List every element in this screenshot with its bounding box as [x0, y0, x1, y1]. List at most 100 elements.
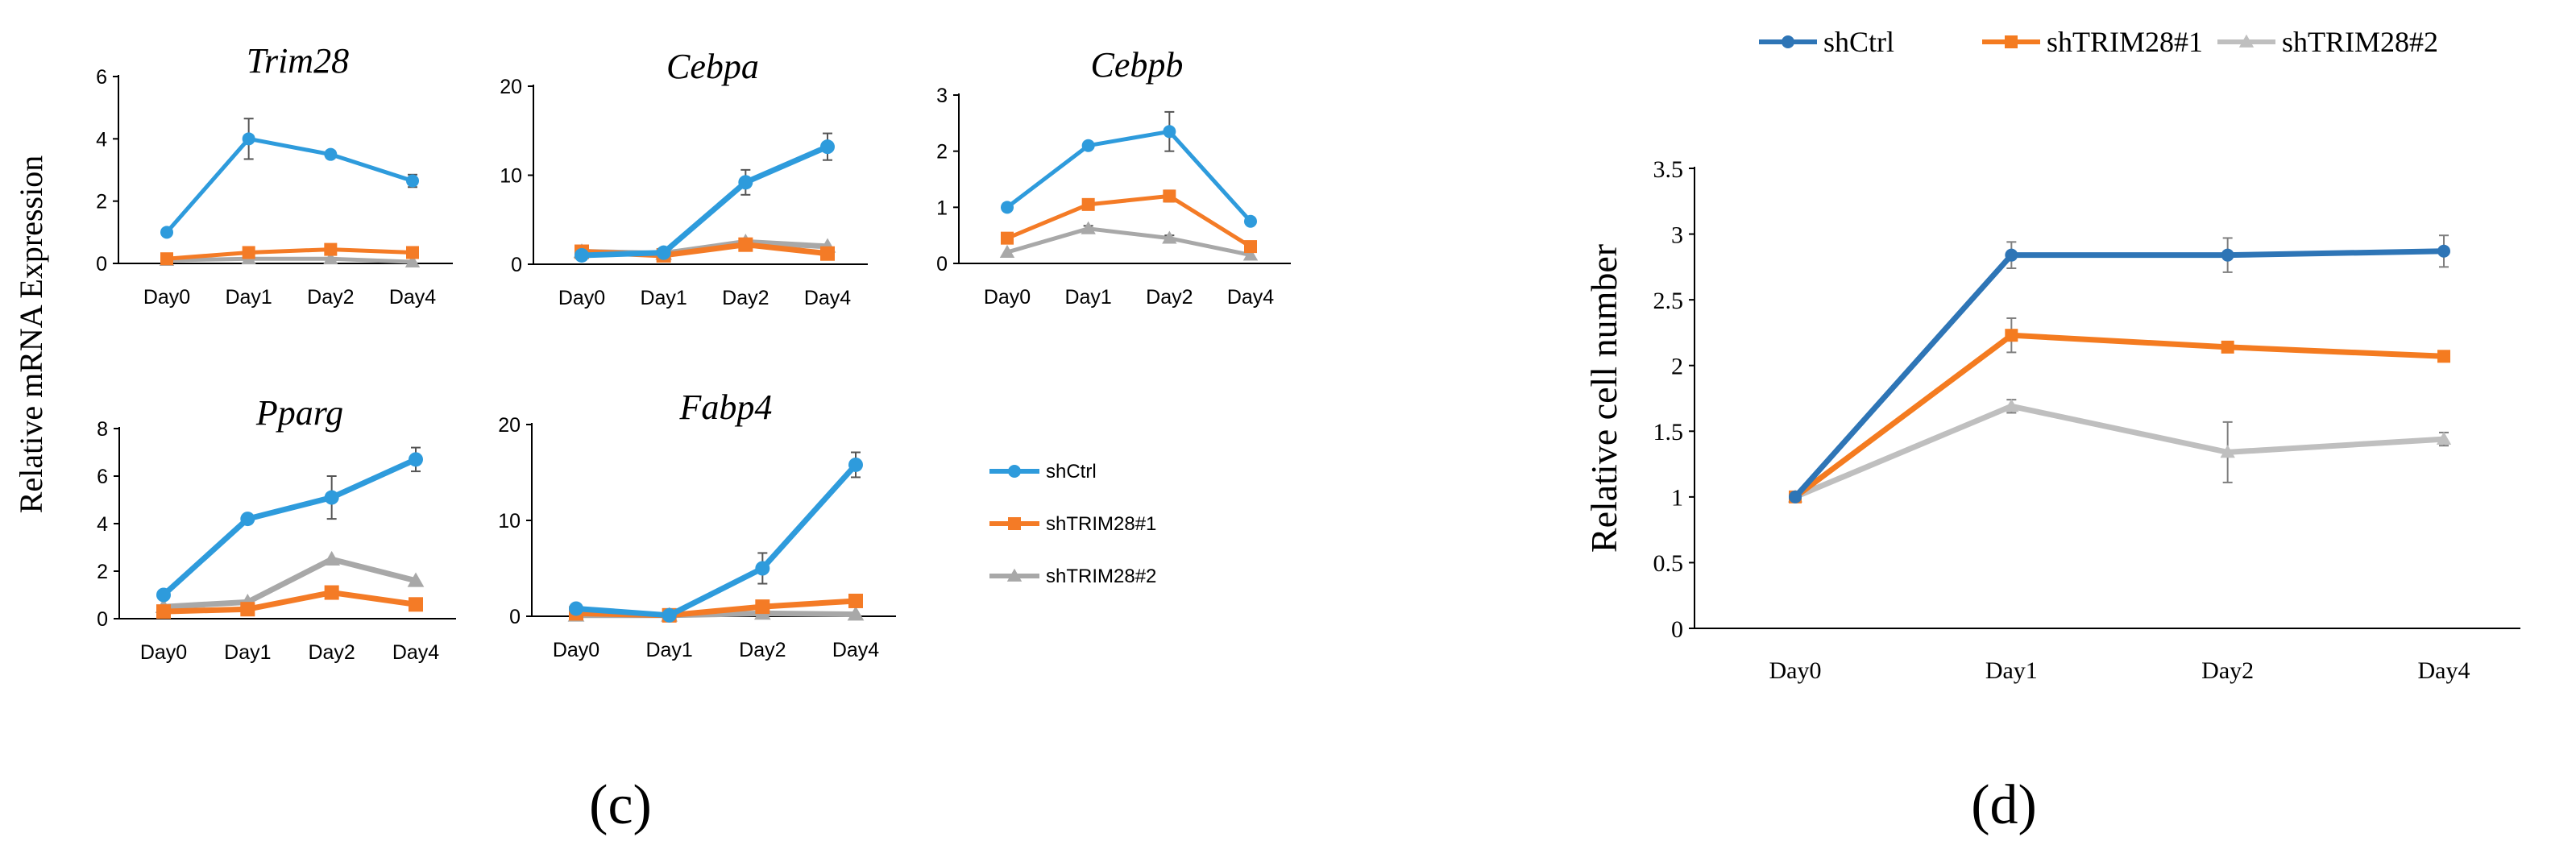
- cebpb-y-tick-label: 1: [936, 197, 948, 219]
- legend-d-label-shtrim28-2: shTRIM28#2: [2282, 26, 2438, 58]
- trim28-point-shctrl: [406, 174, 419, 188]
- cellnumber-point-shtrim28-2: [2436, 431, 2452, 445]
- pparg-point-shctrl: [324, 490, 339, 505]
- cebpb-point-shtrim28-1: [1081, 197, 1095, 211]
- fabp4-point-shctrl: [569, 601, 583, 616]
- cebpa-series-shctrl: [575, 132, 835, 263]
- cebpb-point-shctrl: [1001, 201, 1014, 214]
- legend-c-label-shtrim28-1: shTRIM28#1: [1046, 513, 1156, 535]
- fabp4-y-tick-label: 0: [509, 606, 521, 628]
- fabp4-x-tick-label: Day2: [739, 639, 786, 661]
- pparg-point-shtrim28-1: [409, 597, 423, 612]
- pparg-series-shctrl: [156, 446, 423, 603]
- cebpa-y-tick-label: 10: [500, 165, 522, 188]
- cebpb-point-shtrim28-1: [1001, 231, 1014, 245]
- cellnumber-point-shtrim28-1: [2005, 329, 2018, 342]
- pparg-series-shtrim28-2: [155, 550, 425, 614]
- legend-d-marker-shctrl: [1782, 35, 1794, 48]
- cellnumber-point-shctrl: [2221, 248, 2234, 262]
- trim28-line-shctrl: [165, 136, 413, 234]
- cebpa-x-tick-label: Day2: [722, 287, 769, 309]
- pparg-y-tick-label: 4: [97, 513, 108, 536]
- cebpb-line-shtrim28-1: [1006, 193, 1252, 249]
- fabp4-point-shctrl: [848, 457, 863, 472]
- cebpb-series-shtrim28-2: [999, 221, 1259, 261]
- fabp4-point-shtrim28-2: [847, 606, 865, 621]
- pparg-point-shtrim28-1: [240, 602, 255, 617]
- pparg-point-shctrl: [240, 512, 255, 527]
- cebpa-x-tick-label: Day0: [558, 287, 605, 309]
- cebpa-point-shctrl: [820, 139, 835, 155]
- pparg-y-tick-label: 8: [97, 418, 108, 441]
- trim28-x-tick-label: Day0: [143, 286, 190, 309]
- trim28-x-tick-label: Day1: [225, 286, 272, 309]
- cebpb-point-shctrl: [1244, 214, 1257, 228]
- cebpb-line-shtrim28-2: [1006, 226, 1251, 257]
- cellnumber-y-tick-label: 0.5: [1653, 550, 1684, 577]
- trim28-series-shctrl: [160, 118, 419, 239]
- cebpb-y-tick-label: 0: [936, 253, 948, 276]
- trim28-title: Trim28: [247, 41, 349, 81]
- legend-c-label-shtrim28-2: shTRIM28#2: [1046, 566, 1156, 587]
- fabp4-x-tick-label: Day1: [645, 639, 692, 661]
- panel-d-legend: shCtrl shTRIM28#1 shTRIM28#2: [1759, 26, 2438, 58]
- cellnumber-series-shtrim28-1: [1789, 317, 2450, 503]
- cellnumber-point-shtrim28-1: [2221, 340, 2234, 354]
- pparg-y-tick-label: 2: [97, 561, 108, 583]
- cebpb-series-shtrim28-1: [1001, 189, 1257, 254]
- cebpa-title: Cebpa: [666, 47, 759, 86]
- chart-cebpa: 0 10 20 Day0 Day1 Day2 Day4 Cebpa: [500, 47, 868, 309]
- fabp4-point-shtrim28-1: [848, 593, 863, 608]
- cellnumber-point-shctrl: [2437, 244, 2450, 258]
- cellnumber-x-tick-label: Day0: [1769, 657, 1822, 684]
- cellnumber-line-shtrim28-1: [1793, 332, 2445, 499]
- trim28-y-tick-label: 2: [96, 191, 107, 213]
- cellnumber-point-shctrl: [1789, 490, 1802, 503]
- trim28-series-shtrim28-1: [160, 242, 419, 266]
- cebpb-point-shtrim28-2: [1081, 221, 1096, 234]
- cellnumber-x-tick-label: Day2: [2201, 657, 2254, 684]
- pparg-point-shtrim28-2: [407, 572, 425, 587]
- cellnumber-series-shctrl: [1789, 234, 2450, 503]
- legend-d-label-shtrim28-1: shTRIM28#1: [2047, 26, 2203, 58]
- trim28-point-shctrl: [324, 147, 338, 161]
- fabp4-line-shctrl: [575, 462, 858, 619]
- cebpb-point-shtrim28-2: [999, 244, 1015, 258]
- fabp4-series-shctrl: [569, 451, 863, 623]
- cellnumber-y-tick-label: 2: [1671, 354, 1683, 380]
- cebpb-point-shtrim28-1: [1163, 189, 1176, 203]
- panel-d: shCtrl shTRIM28#1 shTRIM28#2 0 0.5 1 1.5 2 2.5 3…: [1583, 26, 2520, 836]
- trim28-y-tick-label: 6: [96, 66, 107, 89]
- cebpa-point-shctrl: [738, 175, 753, 190]
- cebpa-x-tick-label: Day1: [640, 287, 687, 309]
- panel-c-ylabel: Relative mRNA Expression: [13, 155, 49, 513]
- legend-c-marker-shctrl: [1008, 465, 1021, 478]
- cebpa-point-shctrl: [656, 245, 671, 260]
- trim28-x-tick-label: Day4: [389, 286, 436, 309]
- chart-pparg: 0 2 4 6 8 Day0 Day1 Day2 Day4 Pparg: [97, 393, 456, 664]
- pparg-x-tick-label: Day4: [392, 641, 439, 664]
- chart-cellnumber: 0 0.5 1 1.5 2 2.5 3 3.5 Day0 Day1 Day2 Day4 Relative…: [1583, 156, 2520, 684]
- cellnumber-series-shtrim28-2: [1787, 399, 2452, 503]
- trim28-point-shtrim28-1: [242, 246, 255, 259]
- cellnumber-point-shctrl: [2005, 248, 2018, 262]
- cebpb-line-shctrl: [1006, 129, 1252, 223]
- cebpb-y-tick-label: 3: [936, 85, 948, 107]
- pparg-point-shtrim28-1: [156, 604, 171, 619]
- cellnumber-point-shtrim28-1: [2437, 350, 2450, 363]
- fabp4-y-tick-label: 20: [498, 414, 521, 437]
- trim28-point-shctrl: [160, 226, 173, 239]
- cellnumber-y-tick-label: 3: [1671, 222, 1683, 248]
- trim28-point-shtrim28-1: [160, 252, 173, 266]
- cellnumber-y-tick-label: 1.5: [1653, 419, 1684, 445]
- pparg-line-shtrim28-2: [163, 556, 417, 610]
- cebpb-point-shtrim28-2: [1162, 230, 1177, 244]
- chart-cebpb: 0 1 2 3 Day0 Day1 Day2 Day4 Cebpb: [936, 45, 1291, 309]
- cebpb-point-shtrim28-2: [1242, 247, 1259, 261]
- cebpb-x-tick-label: Day1: [1064, 286, 1111, 309]
- cellnumber-y-tick-label: 2.5: [1653, 288, 1684, 314]
- trim28-point-shtrim28-2: [404, 254, 421, 267]
- cebpb-series-shctrl: [1001, 110, 1257, 228]
- panel-c-label: (c): [589, 774, 652, 836]
